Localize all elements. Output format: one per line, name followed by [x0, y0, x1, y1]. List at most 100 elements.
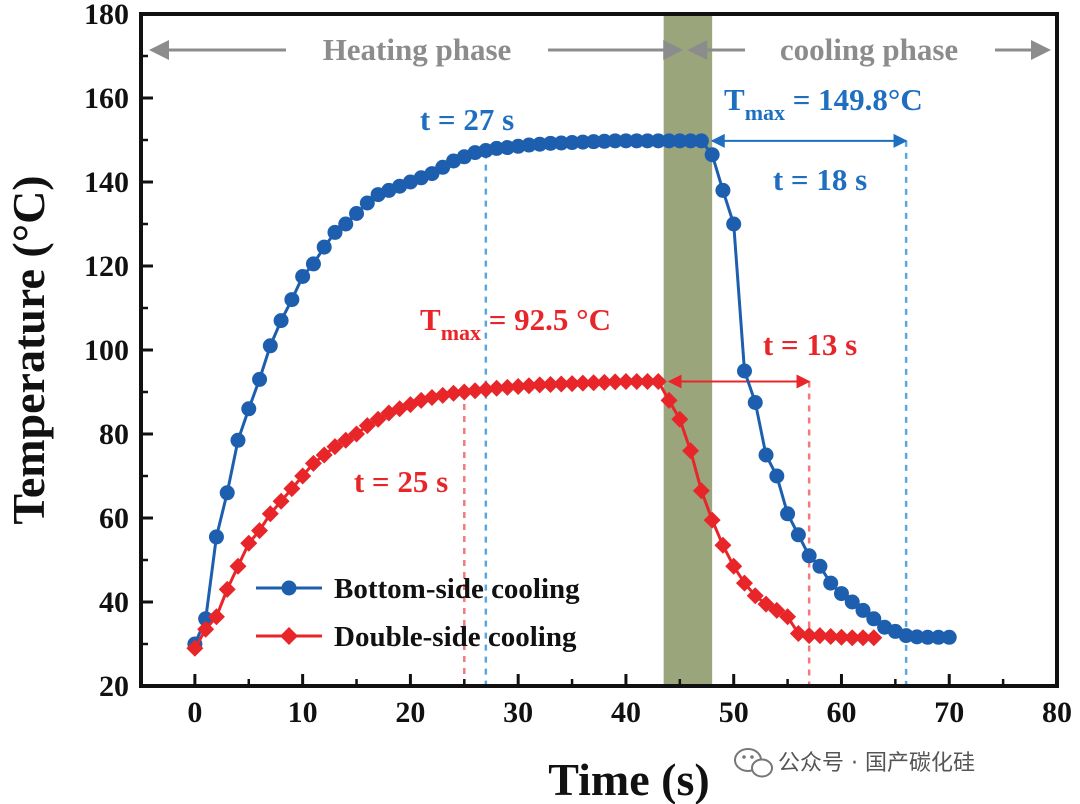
data-point [671, 410, 689, 428]
data-point [261, 505, 279, 523]
data-point [240, 534, 258, 552]
data-point [283, 480, 301, 498]
data-point [725, 557, 743, 575]
legend: Bottom-side cooling Double-side cooling [256, 573, 580, 653]
data-point [327, 224, 343, 240]
y-tick-label: 20 [99, 670, 129, 703]
data-point [726, 216, 742, 232]
x-tick-label: 60 [826, 696, 856, 729]
data-point [704, 147, 720, 163]
data-point [229, 557, 247, 575]
data-point [477, 380, 495, 398]
data-point [349, 206, 365, 221]
watermark-text: 公众号 · 国产碳化硅 [778, 751, 975, 776]
data-point [865, 629, 883, 647]
phase-indicator [149, 40, 1051, 60]
blue-cooling-time-label: t = 18 s [773, 162, 867, 197]
x-tick-label: 50 [719, 696, 749, 729]
blue-heating-time-label: t = 27 s [420, 102, 514, 137]
data-point [822, 627, 840, 645]
data-point [348, 425, 366, 443]
data-point [832, 628, 850, 646]
data-point [800, 627, 818, 645]
red-tmax-prefix: T [420, 302, 441, 337]
data-point [575, 134, 591, 150]
data-point [683, 133, 699, 149]
data-point [746, 587, 764, 605]
data-point [585, 374, 603, 392]
data-point [294, 467, 312, 485]
y-tick-label: 140 [84, 166, 129, 199]
data-point [930, 629, 946, 645]
x-tick-label: 20 [395, 696, 425, 729]
data-point [262, 338, 278, 354]
data-point [358, 417, 376, 435]
data-point [553, 135, 569, 151]
data-point [660, 391, 678, 409]
x-axis-label: Time (s) [548, 754, 709, 804]
data-point [241, 401, 257, 417]
data-point [466, 382, 484, 400]
data-point [520, 377, 538, 395]
data-point [812, 558, 828, 574]
data-point [315, 446, 333, 464]
data-point [208, 529, 224, 545]
data-point [304, 454, 322, 472]
data-point [498, 378, 516, 396]
y-tick-label: 100 [84, 334, 129, 367]
blue-tmax-value: = 149.8°C [785, 82, 923, 117]
data-point [672, 133, 688, 149]
data-point [649, 373, 667, 390]
data-point [920, 629, 936, 645]
data-point [542, 375, 560, 393]
heating-phase-label: Heating phase [323, 32, 512, 67]
data-point [629, 133, 645, 149]
data-point [823, 575, 839, 591]
data-point [273, 313, 289, 329]
data-point [779, 608, 797, 626]
data-point [854, 629, 872, 647]
legend-marker-double-side [280, 627, 298, 645]
data-point [736, 363, 752, 379]
data-point [219, 485, 235, 501]
data-point [595, 373, 613, 391]
data-point [218, 580, 236, 598]
data-point [789, 625, 807, 642]
data-point [607, 133, 623, 149]
red-tmax-label: Tmax = 92.5 °C [420, 302, 611, 345]
data-point [488, 379, 506, 397]
x-tick-label: 80 [1042, 696, 1072, 729]
x-tick-label: 40 [611, 696, 641, 729]
cooling-arrow-right-head [1031, 40, 1051, 60]
x-tick-label: 0 [187, 696, 202, 729]
red-tmax-sub: max [441, 320, 481, 345]
red-tmax-value: = 92.5 °C [481, 302, 611, 337]
data-point [606, 373, 624, 391]
data-point [230, 432, 246, 448]
data-point [843, 629, 861, 647]
y-tick-label: 180 [84, 0, 129, 31]
data-point [596, 133, 612, 149]
axis-ticks: 0 10 20 30 40 50 60 70 80 20 40 60 80 100 120 140 160 180 [84, 0, 1072, 729]
data-point [941, 629, 957, 645]
data-point [423, 388, 441, 406]
data-point [284, 292, 300, 308]
data-point [197, 620, 215, 638]
data-point [639, 133, 655, 149]
cooling-phase-label: cooling phase [780, 32, 958, 67]
data-point [844, 594, 860, 610]
legend-label-bottom-side: Bottom-side cooling [334, 573, 580, 605]
data-point [434, 386, 452, 404]
series-line [193, 139, 950, 645]
data-point [359, 195, 375, 211]
data-point [735, 574, 753, 592]
data-point [661, 133, 677, 149]
y-tick-label: 160 [84, 82, 129, 115]
data-point [833, 586, 849, 602]
series-double-side-cooling [186, 373, 883, 657]
data-point [617, 373, 635, 390]
data-point [693, 133, 709, 149]
x-tick-label: 70 [934, 696, 964, 729]
data-point [251, 522, 269, 540]
data-point [272, 492, 290, 510]
